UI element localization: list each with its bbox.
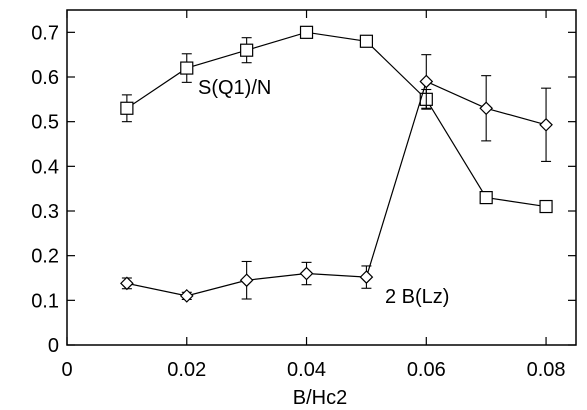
- data-point-2-b-lz: [239, 273, 254, 288]
- y-tick-label: 0.7: [31, 22, 59, 44]
- data-point-2-b-lz: [479, 101, 494, 116]
- y-tick-label: 0.6: [31, 67, 59, 89]
- series-label-2-b-lz: 2 B(Lz): [385, 286, 449, 308]
- x-tick-label: 0.08: [527, 359, 566, 381]
- data-point-2-b-lz: [179, 289, 194, 303]
- data-point-2-b-lz: [299, 266, 314, 281]
- series-layer: [120, 25, 553, 303]
- data-point-2-b-lz: [419, 74, 434, 89]
- axes-layer: 0 0.02 0.04 0.06 0.08 0 0.1 0.2 0.3 0.4 0.5 0.6 0.7: [31, 10, 576, 381]
- y-tick-label: 0.1: [31, 290, 59, 312]
- series-line-s-q1-n: [126, 31, 547, 208]
- y-tick-label: 0.2: [31, 246, 59, 268]
- y-tick-label: 0: [48, 335, 59, 357]
- data-point-2-b-lz: [359, 270, 374, 284]
- data-point-s-q1-n: [479, 191, 493, 205]
- series-label-s-q1: S(Q1)/N: [198, 77, 271, 99]
- x-axis-label: B/Hc2: [293, 387, 347, 409]
- data-point-2-b-lz: [120, 276, 134, 291]
- y-tick-label: 0.4: [31, 156, 59, 178]
- plot-frame: [66, 9, 577, 346]
- data-point-s-q1-n: [180, 61, 194, 75]
- y-tick-label: 0.5: [31, 112, 59, 134]
- x-tick-label: 0.04: [287, 359, 326, 381]
- series-line-2-b-lz: [126, 80, 547, 297]
- data-point-s-q1-n: [240, 43, 254, 57]
- data-point-2-b-lz: [539, 117, 553, 132]
- x-tick-label: 0.06: [407, 359, 446, 381]
- data-point-s-q1-n: [120, 101, 134, 115]
- x-tick-label: 0.02: [167, 359, 206, 381]
- data-point-s-q1-n: [299, 25, 314, 39]
- data-point-s-q1-n: [359, 34, 374, 48]
- x-tick-label: 0: [61, 359, 72, 381]
- y-tick-label: 0.3: [31, 201, 59, 223]
- data-point-s-q1-n: [539, 199, 553, 214]
